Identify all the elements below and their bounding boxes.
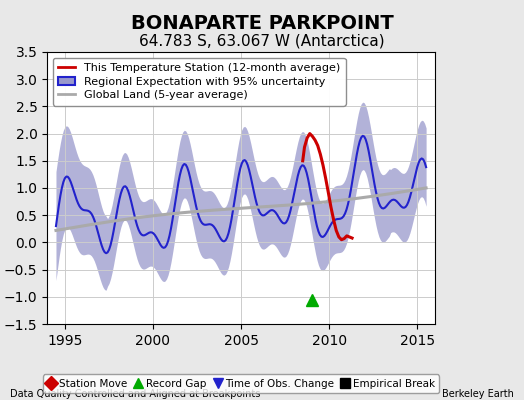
Legend: This Temperature Station (12-month average), Regional Expectation with 95% uncer: This Temperature Station (12-month avera… (53, 58, 346, 106)
Text: Data Quality Controlled and Aligned at Breakpoints: Data Quality Controlled and Aligned at B… (10, 389, 261, 399)
Legend: Station Move, Record Gap, Time of Obs. Change, Empirical Break: Station Move, Record Gap, Time of Obs. C… (43, 374, 439, 393)
Text: BONAPARTE PARKPOINT: BONAPARTE PARKPOINT (130, 14, 394, 33)
Text: 64.783 S, 63.067 W (Antarctica): 64.783 S, 63.067 W (Antarctica) (139, 34, 385, 49)
Text: Berkeley Earth: Berkeley Earth (442, 389, 514, 399)
